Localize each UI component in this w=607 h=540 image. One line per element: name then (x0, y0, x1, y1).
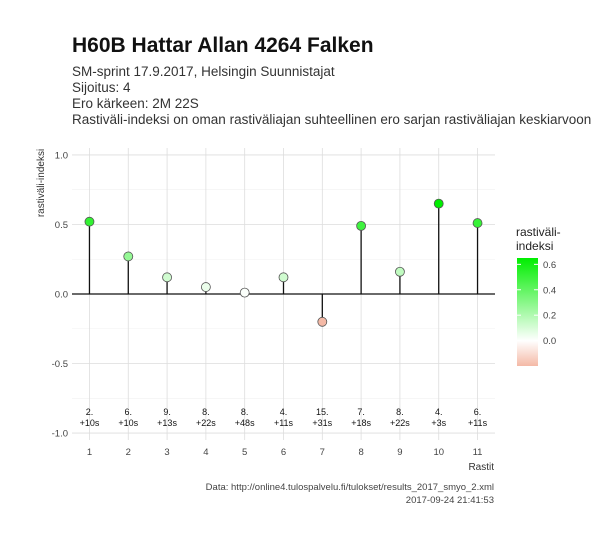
data-marks: 2.+10s6.+10s9.+13s8.+22s8.+48s4.+11s15.+… (80, 198, 488, 428)
y-axis-label: rastiväli-indeksi (36, 149, 47, 217)
rank-label: 4. (280, 407, 288, 417)
chart-title: H60B Hattar Allan 4264 Falken (72, 34, 374, 57)
x-tick-label: 10 (433, 447, 444, 458)
lollipop-point (200, 282, 211, 292)
legend-title-line: indeksi (516, 239, 553, 253)
subtitle-description: Rastiväli-indeksi on oman rastiväliajan … (72, 112, 592, 127)
y-tick-label: 0.0 (55, 290, 68, 301)
rank-label: 6. (125, 407, 133, 417)
lollipop-point (84, 216, 95, 227)
lollipop-point (472, 218, 483, 228)
timestamp-caption: 2017-09-24 21:41:53 (406, 495, 494, 506)
legend-tick-label: 0.6 (543, 260, 556, 271)
rank-label: 15. (316, 407, 329, 417)
y-tick-label: 0.5 (55, 220, 68, 231)
x-tick-label: 9 (397, 447, 402, 458)
x-tick-label: 2 (126, 447, 131, 458)
legend-title-line: rastiväli- (516, 225, 561, 239)
lollipop-point (239, 287, 250, 298)
x-tick-label: 4 (203, 447, 208, 458)
diff-label: +11s (468, 418, 488, 428)
x-tick-label: 3 (164, 447, 169, 458)
subtitle-gap: Ero kärkeen: 2M 22S (72, 96, 199, 111)
legend-tick-label: 0.2 (543, 311, 556, 322)
axes: -1.0 -0.5 0.0 0.5 1.0 1 2 3 4 5 6 7 8 9 10 11 (52, 150, 495, 458)
lollipop-point (433, 198, 444, 209)
diff-label: +31s (312, 418, 332, 428)
source-caption: Data: http://online4.tulospalvelu.fi/tul… (206, 482, 494, 493)
diff-label: +18s (351, 418, 371, 428)
lollipop-point (123, 251, 134, 262)
y-tick-label: -0.5 (52, 359, 68, 370)
rank-label: 4. (435, 407, 443, 417)
diff-label: +3s (431, 418, 446, 428)
x-tick-label: 11 (473, 447, 483, 458)
legend-tick-label: 0.0 (543, 336, 556, 347)
diff-label: +22s (390, 418, 410, 428)
lollipop-point (317, 316, 328, 327)
diff-label: +48s (235, 418, 255, 428)
x-tick-label: 6 (281, 447, 286, 458)
color-legend: rastiväli-indeksi 0.6 0.4 0.2 0.0 (516, 225, 561, 366)
x-tick-label: 7 (320, 447, 325, 458)
diff-label: +22s (196, 418, 216, 428)
diff-label: +10s (80, 418, 100, 428)
rank-label: 8. (241, 407, 249, 417)
lollipop-point (356, 220, 367, 231)
legend-tick-label: 0.4 (543, 285, 556, 296)
x-axis-label: Rastit (468, 462, 494, 473)
y-tick-label: -1.0 (52, 429, 68, 440)
diff-label: +11s (274, 418, 294, 428)
lollipop-point (395, 266, 405, 277)
rank-label: 9. (163, 407, 171, 417)
x-tick-label: 5 (242, 447, 247, 458)
legend-colorbar (517, 258, 538, 366)
lollipop-point (278, 272, 289, 283)
subtitle-rank: Sijoitus: 4 (72, 80, 131, 95)
rank-label: 2. (86, 407, 94, 417)
lollipop-point (162, 272, 172, 283)
x-tick-label: 1 (87, 447, 92, 458)
subtitle-event: SM-sprint 17.9.2017, Helsingin Suunnista… (72, 64, 335, 79)
rank-label: 6. (474, 407, 482, 417)
rank-label: 8. (202, 407, 210, 417)
y-tick-label: 1.0 (55, 150, 68, 161)
rank-label: 8. (396, 407, 404, 417)
diff-label: +13s (157, 418, 177, 428)
x-tick-label: 8 (358, 447, 363, 458)
rank-label: 7. (357, 407, 365, 417)
diff-label: +10s (118, 418, 138, 428)
